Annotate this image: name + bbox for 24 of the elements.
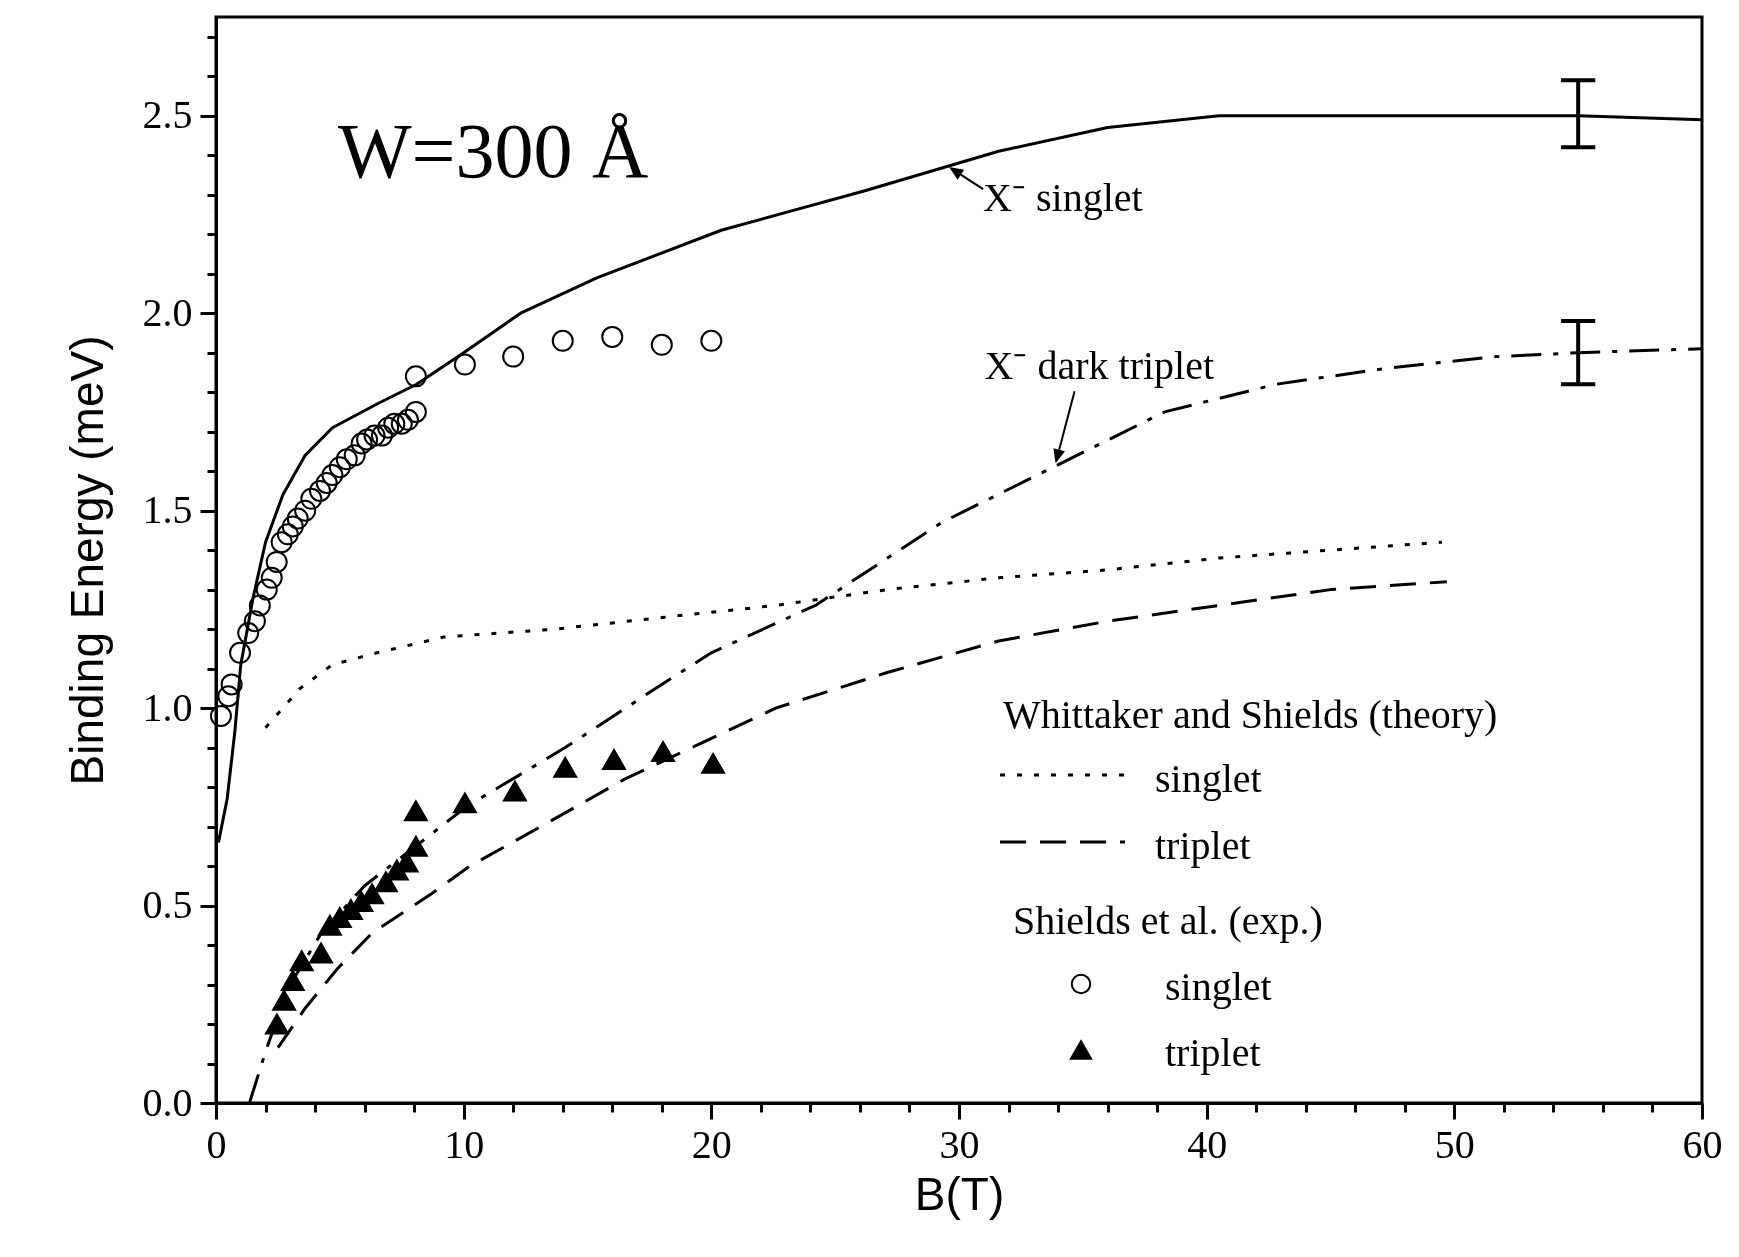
legend-label: triplet (1155, 823, 1251, 868)
y-axis-title: Binding Energy (meV) (60, 335, 113, 786)
annotation: Whittaker and Shields (theory) (1003, 692, 1498, 737)
y-tick-label: 1.5 (142, 487, 193, 533)
legend-label: triplet (1165, 1030, 1261, 1075)
x-axis-title: B(T) (914, 1167, 1005, 1220)
legend-label: singlet (1165, 964, 1272, 1009)
y-tick-label: 0.0 (142, 1079, 193, 1125)
x-tick-label: 0 (206, 1121, 227, 1167)
annotation: Shields et al. (exp.) (1013, 898, 1323, 943)
annotation: X⁻ dark triplet (984, 343, 1215, 389)
y-tick-label: 0.5 (142, 882, 193, 928)
annotation: X⁻ singlet (983, 175, 1143, 221)
x-tick-label: 30 (939, 1121, 980, 1167)
x-tick-label: 10 (444, 1121, 485, 1167)
x-tick-label: 20 (691, 1121, 732, 1167)
y-tick-label: 2.5 (142, 92, 193, 138)
legend-label: singlet (1155, 756, 1262, 801)
x-tick-label: 40 (1187, 1121, 1228, 1167)
annotation: W=300 Å (338, 107, 649, 194)
y-tick-label: 1.0 (142, 684, 193, 730)
x-tick-label: 50 (1434, 1121, 1475, 1167)
y-tick-label: 2.0 (142, 289, 193, 335)
x-tick-label: 60 (1682, 1121, 1723, 1167)
